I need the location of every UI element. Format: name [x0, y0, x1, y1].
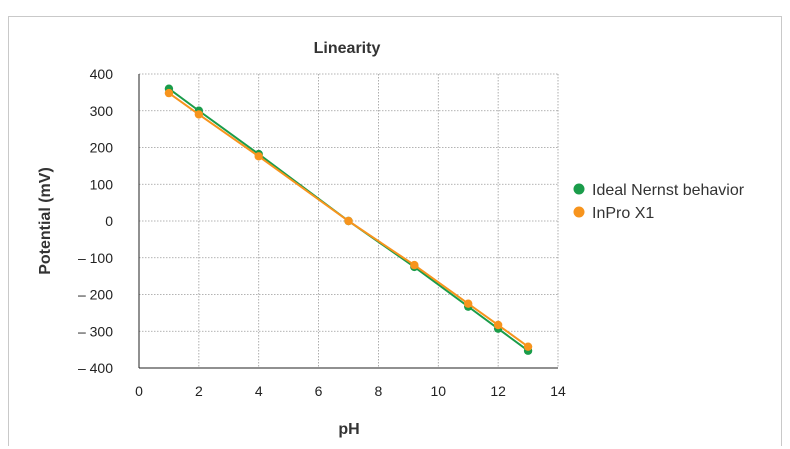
- y-tick-label: – 300: [78, 323, 113, 339]
- chart-frame: [8, 16, 782, 446]
- y-tick-label: – 400: [78, 360, 113, 376]
- chart-title: Linearity: [314, 40, 381, 57]
- x-tick-label: 6: [315, 383, 323, 399]
- y-tick-label: 400: [90, 66, 114, 82]
- x-tick-label: 10: [430, 383, 446, 399]
- legend: Ideal Nernst behavior InPro X1: [573, 182, 745, 222]
- data-point-inpro-x1: [410, 260, 419, 270]
- y-axis-title: Potential (mV): [37, 167, 54, 275]
- legend-label-ideal-nernst-behavior: Ideal Nernst behavior: [592, 182, 745, 199]
- axes: [138, 74, 558, 369]
- data-point-inpro-x1: [164, 88, 174, 98]
- x-axis-title: pH: [338, 421, 359, 438]
- x-tick-label: 14: [550, 383, 566, 399]
- data-point-inpro-x1: [254, 152, 263, 161]
- series-line-inpro-x1: [168, 92, 529, 348]
- series: [164, 84, 533, 355]
- y-tick-label: 200: [90, 140, 114, 156]
- data-point-inpro-x1: [493, 320, 503, 330]
- y-tick-label: 100: [90, 176, 114, 192]
- x-tick-label: 4: [255, 383, 263, 399]
- data-point-inpro-x1: [464, 299, 473, 308]
- data-point-inpro-x1: [344, 216, 353, 226]
- grid: [139, 73, 559, 368]
- legend-label-inpro-x1: InPro X1: [592, 205, 654, 222]
- data-point-inpro-x1: [194, 110, 204, 119]
- x-tick-label: 2: [195, 383, 203, 399]
- y-tick-label: – 100: [78, 250, 113, 266]
- legend-marker-ideal-nernst-behavior: [573, 183, 585, 195]
- x-tick-label: 0: [135, 383, 143, 399]
- x-tick-label: 8: [375, 383, 383, 399]
- data-point-inpro-x1: [523, 342, 533, 351]
- y-tick-label: 300: [90, 103, 114, 119]
- legend-marker-inpro-x1: [573, 206, 585, 218]
- x-tick-labels: 0 2 4 6 8 10 12 14: [135, 383, 566, 399]
- x-tick-label: 12: [490, 383, 506, 399]
- y-tick-label: – 200: [78, 287, 113, 303]
- y-tick-label: 0: [105, 213, 113, 229]
- y-tick-labels: 400 300 200 100 0 – 100 – 200 – 300 – 400: [78, 66, 113, 376]
